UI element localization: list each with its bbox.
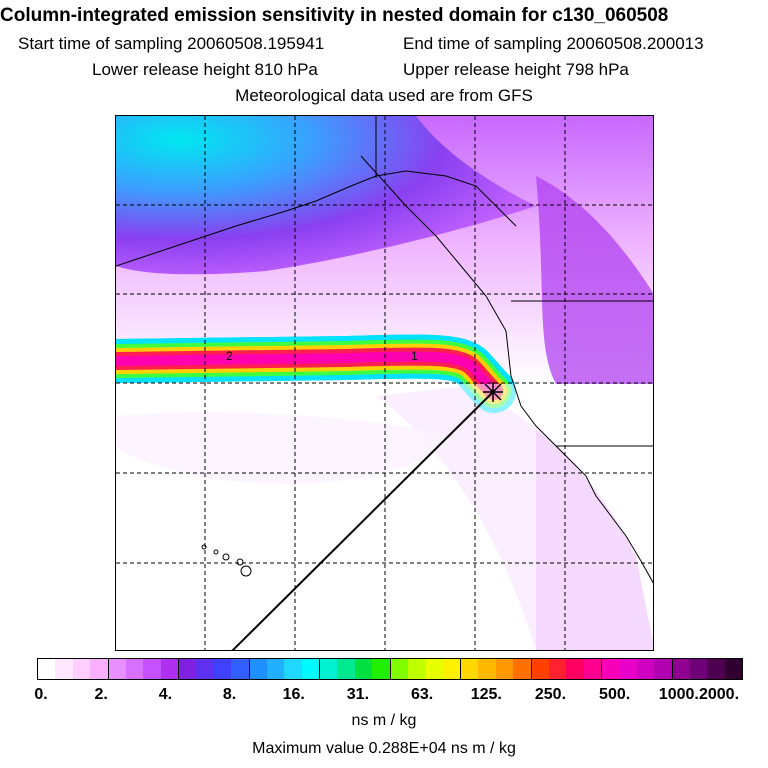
color-scale-tick-label: 63. (410, 686, 434, 703)
color-scale-segment (301, 659, 319, 679)
color-scale-segment (442, 659, 460, 679)
color-scale-segment (337, 659, 355, 679)
color-scale-segment (354, 659, 373, 679)
color-scale-segment (231, 659, 249, 679)
coastline (360, 155, 653, 584)
color-scale-segment (389, 659, 408, 679)
color-scale-segment (601, 659, 620, 679)
trajectory-label-2: 2 (226, 349, 233, 363)
color-scale-segment (495, 659, 514, 679)
color-scale-segment (143, 659, 161, 679)
map-title: Column-integrated emission sensitivity i… (0, 5, 669, 26)
color-scale-tick-label: 250. (534, 686, 567, 703)
coastline-north (116, 170, 517, 267)
sensitivity-field-northwest (116, 116, 536, 275)
color-scale-segment (90, 659, 108, 679)
color-scale-tick-label: 0. (34, 686, 48, 703)
upper-release-height: Upper release height 798 hPa (403, 60, 629, 79)
color-scale-segment (619, 659, 637, 679)
color-scale-tick-label: 16. (282, 686, 305, 703)
color-scale-tick-label: 125. (470, 686, 502, 703)
color-scale-segment (671, 659, 690, 679)
release-location-marker (483, 382, 503, 402)
color-scale-segment (196, 659, 214, 679)
color-scale-segment (160, 659, 178, 679)
color-scale-tick-label: 1000. (658, 686, 699, 703)
color-scale-segment (213, 659, 232, 679)
color-scale-segment (636, 659, 655, 679)
color-scale-units: ns m / kg (351, 712, 417, 729)
color-scale-segment (460, 659, 479, 679)
color-scale-tick-label: 4. (158, 686, 173, 703)
color-scale-segment (707, 659, 725, 679)
color-scale-segment (548, 659, 567, 679)
hawaii-islands (201, 544, 252, 577)
color-scale-bar (37, 658, 743, 680)
color-scale-segment (689, 659, 708, 679)
color-scale-segment (248, 659, 267, 679)
start-time: Start time of sampling 20060508.195941 (18, 34, 325, 53)
color-scale-segment (125, 659, 144, 679)
color-scale-segment (566, 659, 584, 679)
color-scale-segment (583, 659, 601, 679)
color-scale-segment (284, 659, 302, 679)
color-scale-tick-label: 500. (599, 686, 631, 703)
color-scale-segment (724, 659, 742, 679)
met-data-note: Meteorological data used are from GFS (235, 86, 533, 105)
color-scale-segment (654, 659, 672, 679)
lower-release-height: Lower release height 810 hPa (92, 60, 318, 79)
color-scale-segment (530, 659, 549, 679)
color-scale-segment (513, 659, 531, 679)
maximum-value: Maximum value 0.288E+04 ns m / kg (252, 740, 516, 757)
sensitivity-map: 2 1 (115, 115, 654, 651)
color-scale-segment (107, 659, 126, 679)
color-scale-segment (72, 659, 91, 679)
color-scale-tick-label: 31. (346, 686, 370, 703)
color-scale-segment (178, 659, 197, 679)
color-scale-segment (407, 659, 426, 679)
color-scale-segment (372, 659, 390, 679)
color-scale-segment (478, 659, 496, 679)
plume (116, 356, 516, 413)
lat-lon-grid (116, 116, 653, 650)
color-scale-tick-label: 2000. (698, 686, 740, 703)
color-scale-segment (319, 659, 338, 679)
color-scale-tick-label: 2. (94, 686, 108, 703)
color-scale-segment (266, 659, 285, 679)
map-canvas: 2 1 (116, 116, 653, 650)
trajectory-line (231, 391, 494, 650)
color-scale-tick-label: 8. (222, 686, 237, 703)
trajectory-label-1: 1 (411, 349, 418, 363)
color-scale-segment (38, 659, 56, 679)
lower-region (116, 384, 536, 650)
color-scale-segment (425, 659, 443, 679)
color-scale-segment (55, 659, 73, 679)
end-time: End time of sampling 20060508.200013 (403, 34, 704, 53)
